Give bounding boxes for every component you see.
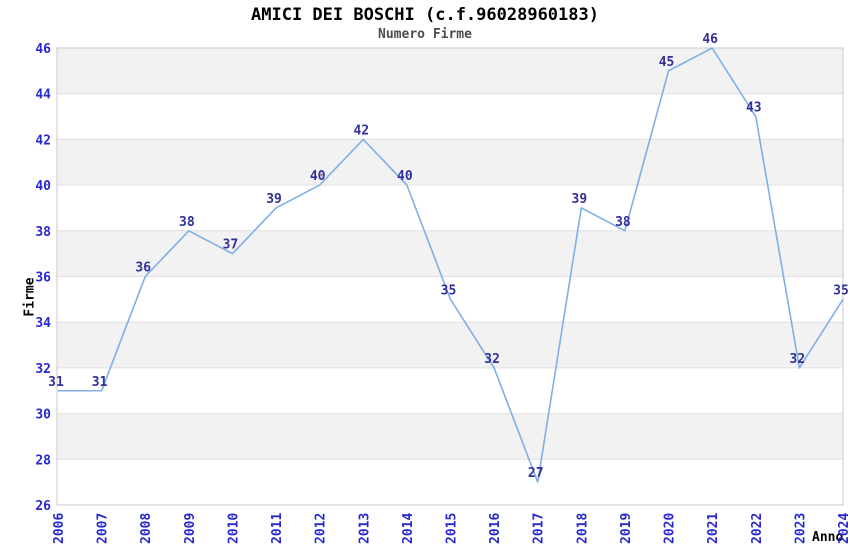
plot-band [57, 48, 843, 94]
y-tick-label: 38 [35, 225, 51, 240]
y-tick-label: 30 [35, 408, 51, 423]
chart-title: AMICI DEI BOSCHI (c.f.96028960183) [251, 5, 599, 25]
y-tick-label: 42 [35, 133, 51, 148]
value-label: 31 [92, 375, 108, 390]
x-tick-label: 2013 [357, 513, 372, 544]
x-tick-label: 2023 [793, 513, 808, 544]
x-tick-label: 2007 [96, 513, 111, 544]
plot-band [57, 139, 843, 186]
value-label: 45 [659, 55, 675, 70]
plot-band [57, 185, 843, 231]
value-label: 38 [179, 215, 195, 230]
y-tick-label: 26 [35, 499, 51, 514]
x-tick-label: 2009 [183, 513, 198, 544]
y-tick-label: 28 [35, 453, 51, 468]
x-tick-label: 2014 [401, 513, 416, 544]
value-label: 40 [397, 169, 413, 184]
plot-border [56, 47, 844, 506]
x-tick-label: 2022 [750, 513, 765, 544]
x-tick-label: 2020 [663, 513, 678, 544]
x-tick-label: 2015 [445, 513, 460, 544]
value-label: 42 [353, 123, 369, 138]
value-label: 35 [441, 283, 457, 298]
value-label: 32 [790, 352, 806, 367]
value-label: 31 [48, 375, 64, 390]
y-tick-label: 40 [35, 179, 51, 194]
value-label: 36 [135, 261, 151, 276]
x-tick-label: 2012 [314, 513, 329, 544]
value-label: 37 [223, 238, 239, 253]
plot-band [57, 230, 843, 277]
x-tick-label: 2021 [706, 513, 721, 544]
x-tick-label: 2019 [619, 513, 634, 544]
value-label: 32 [484, 352, 500, 367]
x-tick-label: 2016 [488, 513, 503, 544]
value-label: 27 [528, 466, 544, 481]
y-tick-label: 46 [35, 42, 51, 57]
plot-band [57, 93, 843, 140]
y-tick-label: 32 [35, 362, 51, 377]
x-tick-label: 2017 [532, 513, 547, 544]
chart-subtitle: Numero Firme [378, 27, 472, 42]
value-label: 40 [310, 169, 326, 184]
x-tick-label: 2010 [226, 513, 241, 544]
plot-band [57, 322, 843, 368]
y-tick-label: 36 [35, 271, 51, 286]
value-label: 39 [266, 192, 282, 207]
value-label: 46 [702, 32, 718, 47]
series-line [58, 47, 844, 483]
y-tick-label: 44 [35, 88, 51, 103]
plot-band [57, 367, 843, 414]
x-tick-label: 2006 [52, 513, 67, 544]
value-label: 38 [615, 215, 631, 230]
value-label: 35 [833, 283, 849, 298]
x-tick-label: 2011 [270, 513, 285, 544]
plot-band [57, 459, 843, 505]
y-tick-label: 34 [35, 316, 51, 331]
x-tick-label: 2024 [837, 513, 850, 544]
x-axis-title: Anno [812, 530, 844, 545]
value-label: 43 [746, 101, 762, 116]
plot-band [57, 413, 843, 460]
x-tick-label: 2018 [575, 513, 590, 544]
value-label: 39 [572, 192, 588, 207]
x-tick-label: 2008 [139, 513, 154, 544]
